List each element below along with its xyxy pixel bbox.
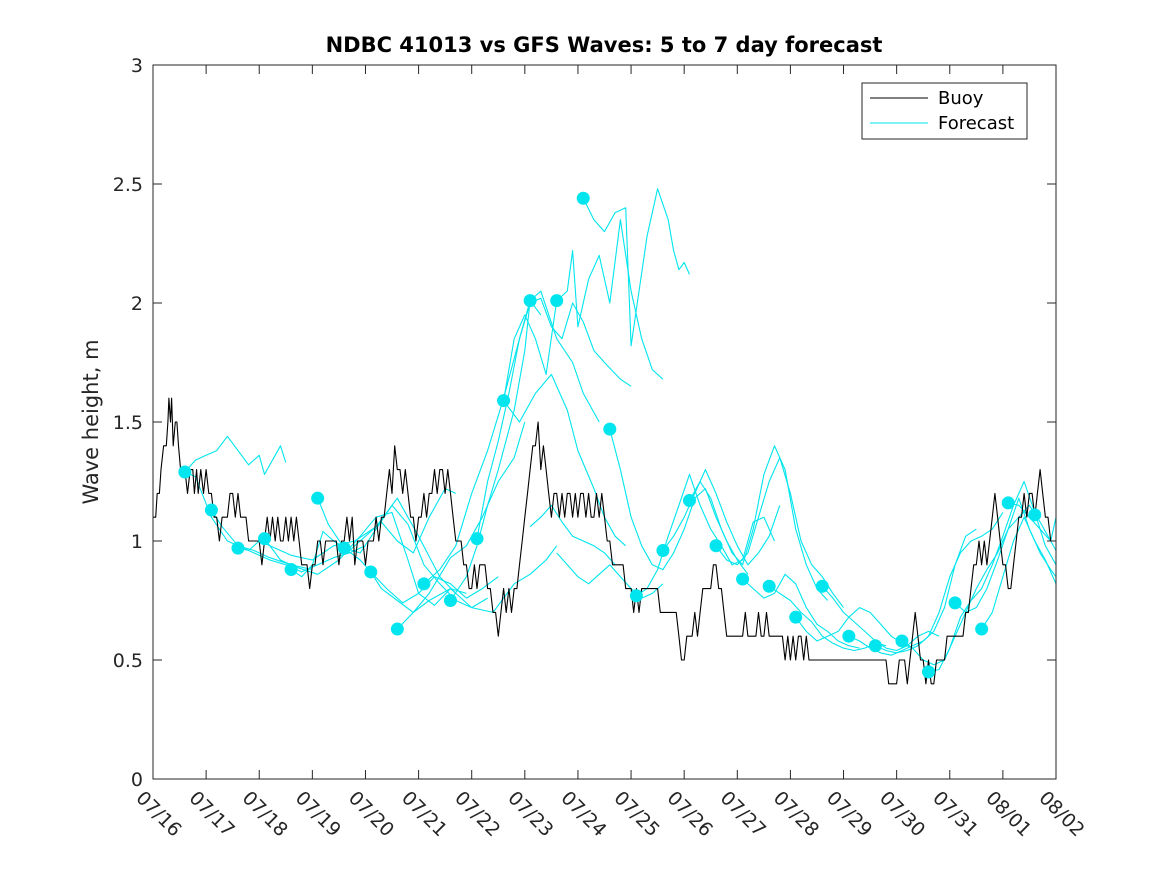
forecast-start-point — [762, 579, 776, 593]
forecast-start-point — [603, 422, 617, 436]
x-tick-label: 07/24 — [556, 787, 610, 841]
forecast-series-line — [184, 435, 287, 475]
forecast-start-point — [789, 610, 803, 624]
y-tick-label: 0.5 — [113, 650, 143, 672]
y-tick-label: 3 — [131, 55, 143, 77]
x-tick-label: 07/31 — [928, 787, 982, 841]
y-axis: 0 0.5 1 1.5 2 2.5 3 — [113, 55, 1056, 791]
forecast-start-point — [736, 572, 750, 586]
forecast-series-line — [954, 504, 1057, 613]
forecast-start-point — [842, 629, 856, 643]
forecast-series-line — [529, 504, 616, 566]
legend-buoy-label: Buoy — [938, 88, 984, 109]
forecast-start-point — [204, 503, 218, 517]
forecast-start-point — [656, 544, 670, 558]
forecast-start-point — [576, 191, 590, 205]
x-tick-label: 08/02 — [1034, 787, 1088, 841]
x-tick-label: 07/22 — [450, 787, 504, 841]
forecast-series-line — [715, 457, 844, 608]
forecast-series-line — [1008, 502, 1057, 542]
forecast-series-line — [795, 607, 913, 649]
forecast-start-point — [443, 594, 457, 607]
plot-area — [153, 65, 1056, 779]
forecast-start-point — [470, 532, 484, 546]
forecast-series-line — [370, 545, 558, 613]
x-tick-label: 07/23 — [503, 787, 557, 841]
series-layer — [153, 188, 1057, 685]
forecast-start-point — [975, 622, 989, 636]
y-tick-label: 2.5 — [113, 174, 143, 196]
y-tick-label: 0 — [131, 769, 143, 791]
y-axis-label: Wave height, m — [79, 339, 103, 504]
forecast-series-line — [450, 290, 600, 601]
x-tick-label: 07/30 — [875, 787, 929, 841]
forecast-start-point — [709, 539, 723, 553]
forecast-start-point — [337, 541, 351, 555]
forecast-series-line — [210, 509, 366, 573]
forecast-start-point — [1001, 496, 1015, 510]
forecast-series-line — [981, 516, 1057, 630]
forecast-start-point — [390, 622, 404, 636]
forecast-series-line — [396, 421, 526, 630]
forecast-series-line — [662, 469, 781, 566]
forecast-start-point — [497, 394, 511, 408]
forecast-start-point — [258, 532, 272, 546]
forecast-start-point — [523, 294, 537, 308]
forecast-series-line — [582, 188, 691, 347]
x-tick-label: 07/27 — [716, 787, 770, 841]
y-tick-label: 2 — [131, 293, 143, 315]
forecast-start-point — [815, 579, 829, 593]
legend-forecast-label: Forecast — [938, 113, 1014, 134]
forecast-start-point — [1028, 508, 1042, 522]
forecast-series-line — [742, 573, 860, 649]
forecast-start-point — [948, 596, 962, 610]
markers-layer — [178, 191, 1042, 679]
x-tick-label: 08/01 — [981, 787, 1035, 841]
x-tick-label: 07/17 — [185, 787, 239, 841]
forecast-series-line — [476, 297, 632, 539]
y-tick-label: 1 — [131, 531, 143, 553]
forecast-start-point — [629, 589, 643, 603]
forecast-start-point — [922, 665, 936, 679]
forecast-series-line — [768, 585, 887, 652]
x-tick-label: 07/16 — [131, 787, 185, 841]
forecast-start-point — [868, 639, 882, 653]
x-tick-label: 07/25 — [610, 787, 664, 841]
legend: Buoy Forecast — [861, 82, 1028, 140]
forecast-start-point — [417, 577, 431, 591]
forecast-start-point — [284, 563, 298, 577]
chart-title: NDBC 41013 vs GFS Waves: 5 to 7 day fore… — [326, 33, 883, 57]
forecast-series-line — [556, 552, 664, 599]
forecast-series-line — [636, 473, 776, 597]
x-tick-label: 07/18 — [238, 787, 292, 841]
forecast-start-point — [682, 494, 696, 508]
forecast-series-line — [875, 512, 1004, 654]
x-tick-label: 07/29 — [822, 787, 876, 841]
forecast-series-line — [503, 219, 664, 401]
x-tick-label: 07/20 — [344, 787, 398, 841]
legend-box — [861, 82, 1028, 140]
buoy-series-line — [153, 397, 1056, 685]
forecast-series-line — [689, 445, 829, 601]
forecast-start-point — [178, 465, 192, 479]
x-tick-label: 07/26 — [663, 787, 717, 841]
x-tick-label: 07/28 — [769, 787, 823, 841]
x-tick-label: 07/21 — [397, 787, 451, 841]
forecast-start-point — [895, 634, 909, 648]
y-tick-label: 1.5 — [113, 412, 143, 434]
forecast-series-line — [503, 373, 627, 547]
forecast-start-point — [364, 565, 378, 579]
forecast-start-point — [311, 491, 325, 505]
x-tick-label: 07/19 — [291, 787, 345, 841]
forecast-start-point — [231, 541, 245, 555]
forecast-start-point — [550, 294, 564, 308]
